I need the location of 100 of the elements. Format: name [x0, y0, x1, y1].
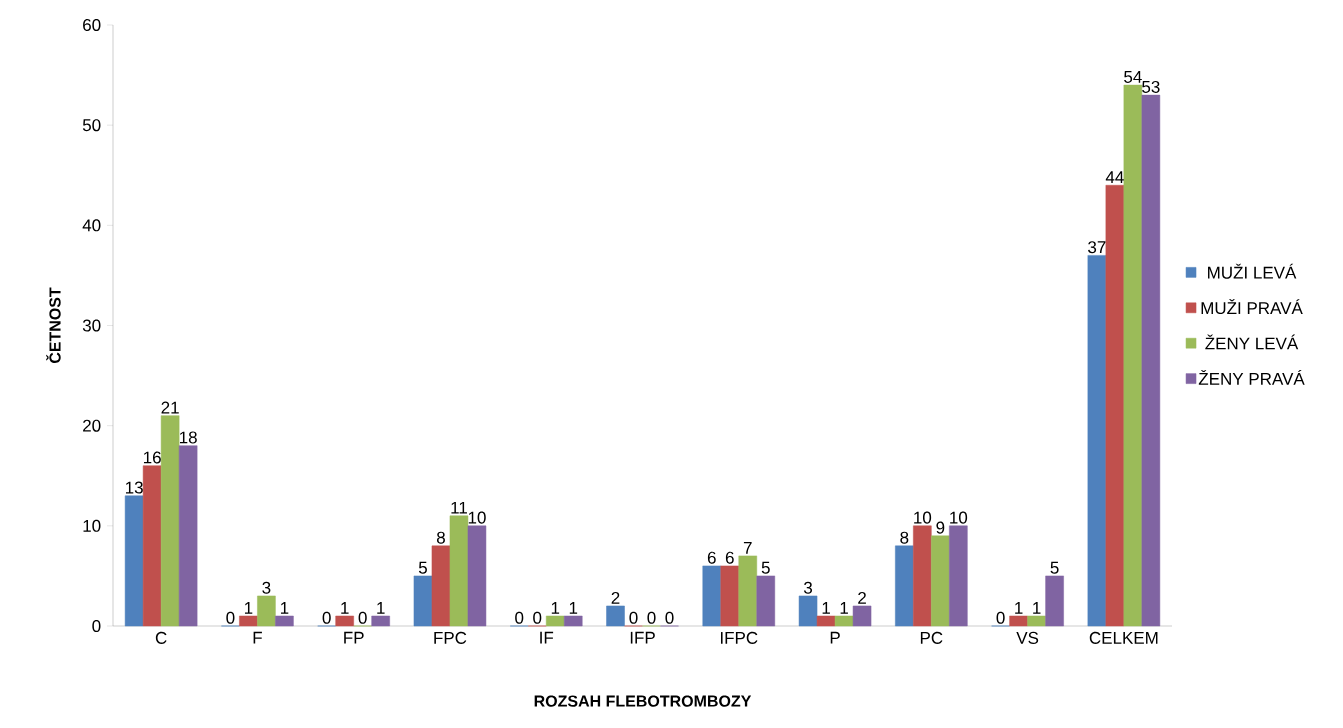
- bar: [895, 545, 914, 627]
- data-label: 1: [377, 602, 385, 614]
- x-tick-label: FP: [344, 631, 364, 644]
- bar: [606, 605, 625, 627]
- x-tick-label: IFPC: [720, 631, 758, 644]
- data-label: 0: [226, 611, 235, 624]
- data-label: 3: [803, 581, 813, 594]
- x-tick-label: IFP: [630, 631, 655, 644]
- data-label: 6: [707, 551, 716, 564]
- legend-label: ŽENY LEVÁ: [1205, 334, 1299, 350]
- bar: [756, 575, 776, 627]
- bar: [124, 495, 144, 627]
- data-label: 2: [611, 591, 620, 604]
- bar: [413, 575, 433, 627]
- data-label: 5: [418, 561, 427, 574]
- bar: [702, 565, 722, 627]
- data-label: 5: [1050, 561, 1059, 574]
- bar: [160, 415, 180, 627]
- bar: [467, 525, 487, 627]
- data-label: 10: [914, 511, 932, 524]
- bar: [949, 525, 968, 627]
- bar: [1105, 185, 1125, 627]
- bar: [371, 615, 390, 627]
- bar: [738, 555, 758, 627]
- bar: [142, 465, 162, 627]
- data-label: 1: [1015, 602, 1023, 614]
- bar: [852, 605, 872, 627]
- data-label: 8: [900, 531, 909, 544]
- data-label: 3: [262, 581, 271, 594]
- bar: [1027, 615, 1046, 627]
- bar: [931, 535, 950, 627]
- data-label: 9: [936, 521, 945, 534]
- y-tick-label: 10: [83, 519, 101, 532]
- y-tick-label: 20: [83, 419, 101, 432]
- y-tick-label: 30: [82, 319, 101, 332]
- data-label: 0: [665, 611, 674, 624]
- data-label: 0: [358, 611, 367, 624]
- data-label: 0: [515, 611, 524, 624]
- legend-label: MUŽI PRAVÁ: [1201, 299, 1303, 315]
- y-tick-label: 40: [82, 219, 101, 232]
- x-tick-label: VS: [1016, 631, 1039, 644]
- bar: [257, 595, 276, 627]
- bar: [720, 565, 740, 627]
- x-tick-label: C: [155, 631, 167, 644]
- bar: [798, 595, 818, 627]
- data-label: 0: [533, 611, 542, 624]
- data-label: 7: [743, 541, 752, 554]
- bar: [816, 615, 836, 627]
- data-label: 5: [761, 561, 770, 574]
- x-tick-label: FPC: [434, 631, 467, 644]
- y-tick-label: 0: [92, 619, 101, 633]
- x-tick-label: F: [253, 631, 262, 644]
- data-label: 8: [436, 531, 445, 544]
- data-label: 1: [280, 602, 289, 614]
- bar: [275, 615, 294, 627]
- data-label: 11: [451, 501, 467, 514]
- data-label: 0: [629, 611, 638, 624]
- y-axis-title: ČETNOST: [46, 287, 61, 364]
- bar: [1087, 255, 1107, 627]
- x-tick-label: CELKEM: [1089, 631, 1158, 644]
- legend-label: MUŽI LEVÁ: [1208, 263, 1297, 279]
- bar: [1123, 84, 1143, 627]
- data-label: 21: [161, 401, 179, 414]
- data-label: 0: [647, 611, 656, 624]
- data-label: 44: [1105, 171, 1124, 184]
- data-label: 16: [143, 451, 161, 464]
- data-label: 18: [179, 431, 197, 444]
- data-label: 0: [996, 611, 1005, 624]
- x-tick-label: IF: [540, 631, 554, 644]
- y-tick-label: 60: [83, 18, 101, 32]
- x-tick-label: PC: [920, 631, 943, 644]
- bar: [335, 615, 354, 627]
- bar: [1009, 615, 1028, 627]
- data-label: 0: [322, 611, 331, 624]
- x-axis-title: ROZSAH FLEBOTROMBOZY: [534, 695, 752, 707]
- bar: [1045, 575, 1064, 627]
- legend-label: ŽENY PRAVÁ: [1198, 369, 1305, 385]
- data-label: 2: [858, 591, 866, 604]
- bar: [834, 615, 854, 627]
- data-label: 1: [244, 602, 253, 614]
- data-label: 53: [1142, 80, 1160, 93]
- x-tick-label: P: [830, 631, 840, 644]
- data-label: 1: [341, 602, 349, 614]
- bar: [913, 525, 932, 627]
- bar: [239, 615, 258, 627]
- bar: [545, 615, 565, 627]
- bar: [431, 545, 451, 627]
- bar: [1141, 94, 1161, 627]
- y-tick-label: 50: [82, 119, 101, 132]
- data-label: 1: [840, 602, 848, 614]
- data-label: 10: [950, 511, 968, 524]
- data-label: 10: [468, 511, 486, 524]
- data-label: 1: [1033, 602, 1041, 614]
- data-label: 13: [125, 481, 143, 494]
- bar: [449, 515, 469, 627]
- data-label: 6: [725, 551, 734, 564]
- data-label: 1: [551, 602, 560, 614]
- data-label: 54: [1124, 71, 1142, 83]
- bar: [178, 445, 198, 627]
- bar: [563, 615, 583, 627]
